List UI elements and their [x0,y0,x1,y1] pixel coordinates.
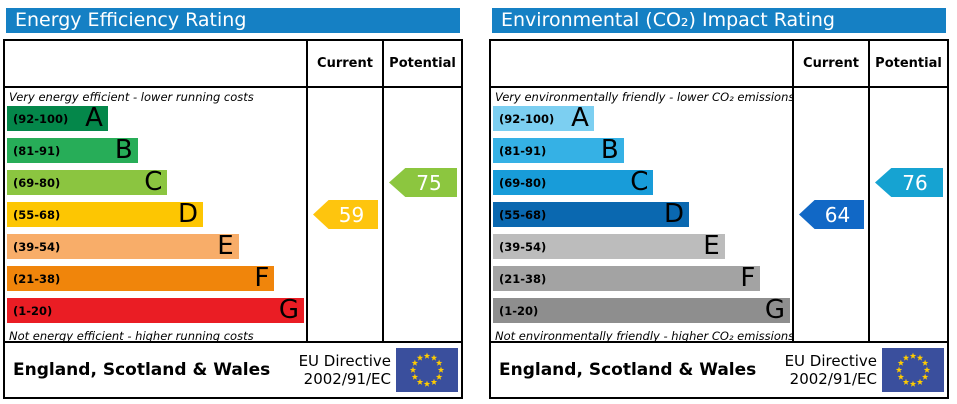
band-F: (21-38) F [7,263,275,293]
band-range: (81-91) [499,143,547,158]
current-column: 64 [792,88,868,341]
bands-column: Very environmentally friendly - lower CO… [491,88,792,341]
band-letter: C [630,167,649,197]
band-letter: C [144,167,163,197]
eu-flag-icon [882,348,944,392]
band-range: (39-54) [13,239,61,254]
bands-column: Very energy efficient - lower running co… [5,88,306,341]
potential-rating-value: 76 [902,170,928,195]
band-A: (92-100) A [493,103,594,133]
top-caption: Very environmentally friendly - lower CO… [495,90,792,104]
eu-flag-icon [396,348,458,392]
band-letter: G [278,295,299,325]
footer: England, Scotland & Wales EU Directive 2… [491,341,947,397]
region-label: England, Scotland & Wales [13,360,271,380]
band-E: (39-54) E [493,231,725,261]
band-C: (69-80) C [7,167,168,197]
band-G: (1-20) G [493,295,790,325]
band-G: (1-20) G [7,295,304,325]
band-F: (21-38) F [493,263,761,293]
band-B: (81-91) B [493,135,624,165]
band-letter: D [663,199,685,229]
bars-column-header [491,41,792,88]
band-range: (55-68) [499,207,547,222]
top-caption: Very energy efficient - lower running co… [9,90,254,104]
potential-column-header: Potential [382,41,461,88]
band-range: (39-54) [499,239,547,254]
band-letter: E [217,231,234,261]
region-label: England, Scotland & Wales [499,360,757,380]
current-column-header: Current [306,41,382,88]
energy-efficiency-panel: Energy Efficiency Rating Current Potenti… [3,4,463,404]
eu-directive-line1: EU Directive [298,352,391,370]
band-range: (1-20) [499,303,539,318]
band-B: (81-91) B [7,135,138,165]
band-D: (55-68) D [7,199,204,229]
eu-directive-line2: 2002/91/EC [789,370,877,388]
band-letter: B [600,135,619,165]
current-rating-value: 59 [338,202,365,227]
environmental-impact-panel: Environmental (CO₂) Impact Rating Curren… [489,4,949,404]
potential-arrow: 76 [875,168,943,197]
band-letter: A [571,103,589,133]
band-range: (92-100) [499,111,555,126]
band-letter: G [764,295,785,325]
eu-directive-line2: 2002/91/EC [303,370,391,388]
band-E: (39-54) E [7,231,239,261]
rating-table: Current Potential Very environmentally f… [489,39,949,399]
band-letter: D [177,199,199,229]
band-D: (55-68) D [493,199,690,229]
band-letter: F [254,263,270,293]
band-range: (81-91) [13,143,61,158]
bars-column-header [5,41,306,88]
bottom-caption: Not environmentally friendly - higher CO… [495,329,792,341]
band-range: (69-80) [13,175,61,190]
bands-list: (92-100) A (81-91) B (69-80) C (55-68) D (39-54)… [493,103,790,330]
footer: England, Scotland & Wales EU Directive 2… [5,341,461,397]
band-letter: A [85,103,103,133]
potential-column-header: Potential [868,41,947,88]
potential-arrow: 75 [389,168,457,197]
potential-column: 75 [382,88,461,341]
band-letter: E [703,231,720,261]
band-range: (1-20) [13,303,53,318]
band-C: (69-80) C [493,167,654,197]
panel-title: Energy Efficiency Rating [6,8,460,33]
band-A: (92-100) A [7,103,108,133]
band-range: (55-68) [13,207,61,222]
current-arrow: 64 [799,200,864,229]
current-rating-value: 64 [824,202,851,227]
potential-column: 76 [868,88,947,341]
band-letter: B [114,135,133,165]
band-letter: F [740,263,756,293]
bottom-caption: Not energy efficient - higher running co… [9,329,254,341]
current-column: 59 [306,88,382,341]
rating-table: Current Potential Very energy efficient … [3,39,463,399]
band-range: (21-38) [499,271,547,286]
band-range: (69-80) [499,175,547,190]
eu-directive-label: EU Directive 2002/91/EC [785,352,877,388]
panel-title: Environmental (CO₂) Impact Rating [492,8,946,33]
band-range: (21-38) [13,271,61,286]
current-column-header: Current [792,41,868,88]
band-range: (92-100) [13,111,69,126]
current-arrow: 59 [313,200,378,229]
bands-list: (92-100) A (81-91) B (69-80) C (55-68) D (39-54)… [7,103,304,330]
eu-directive-label: EU Directive 2002/91/EC [299,352,391,388]
eu-directive-line1: EU Directive [784,352,877,370]
potential-rating-value: 75 [416,170,442,195]
